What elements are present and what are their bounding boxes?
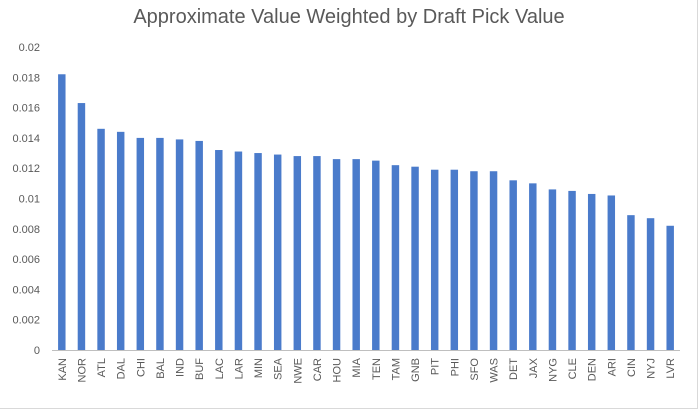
y-tick-label: 0.018 <box>12 72 40 84</box>
bar-det <box>509 180 517 350</box>
bar-den <box>587 193 596 350</box>
bar-was <box>489 171 498 350</box>
x-tick-label: TEN <box>371 358 383 380</box>
x-tick-label: BUF <box>194 358 206 380</box>
x-tick-label: TAM <box>390 358 402 380</box>
x-tick-label: ATL <box>96 358 108 377</box>
x-tick-label: CHI <box>135 358 147 377</box>
y-tick-label: 0.002 <box>12 315 40 327</box>
y-tick-label: 0.008 <box>12 224 40 236</box>
bar-tam <box>391 165 400 350</box>
x-tick-label: LVR <box>665 358 677 379</box>
x-tick-label: MIN <box>253 358 265 378</box>
bar-car <box>313 156 321 350</box>
x-tick-label: NOR <box>76 358 88 383</box>
y-tick-label: 0.004 <box>12 284 40 296</box>
x-tick-label: GNB <box>410 358 422 382</box>
bar-nor <box>77 103 86 350</box>
x-tick-label: IND <box>175 358 187 377</box>
x-tick-label: DET <box>508 358 520 380</box>
x-tick-label: BAL <box>155 358 167 379</box>
x-tick-label: WAS <box>489 358 501 383</box>
bar-sea <box>273 154 282 350</box>
bar-atl <box>97 128 105 350</box>
x-tick-label: KAN <box>57 358 69 381</box>
bar-ind <box>175 139 184 350</box>
bar-nyg <box>548 189 557 350</box>
x-tick-label: JAX <box>528 357 540 378</box>
x-tick-label: NYJ <box>646 358 658 379</box>
bar-cle <box>568 190 576 350</box>
x-tick-label: CLE <box>567 358 579 379</box>
bar-pit <box>430 169 439 350</box>
x-tick-label: HOU <box>332 358 344 383</box>
y-tick-label: 0.016 <box>12 103 40 115</box>
y-tick-label: 0.012 <box>12 163 40 175</box>
y-tick-label: 0.01 <box>19 194 40 206</box>
y-tick-label: 0.02 <box>19 42 40 54</box>
bar-nyj <box>646 218 655 350</box>
x-tick-label: NWE <box>292 358 304 384</box>
bar-lvr <box>666 225 674 350</box>
x-tick-label: CAR <box>312 358 324 381</box>
bar-dal <box>116 131 125 350</box>
bar-lac <box>215 150 223 350</box>
x-tick-label: LAR <box>233 358 245 379</box>
bar-kan <box>58 74 66 351</box>
x-tick-label: LAC <box>214 358 226 379</box>
bar-sfo <box>470 171 478 350</box>
bar-gnb <box>411 166 419 350</box>
x-tick-label: MIA <box>351 357 363 377</box>
x-tick-label: SFO <box>469 358 481 381</box>
x-tick-label: PIT <box>430 358 442 375</box>
bar-chi <box>136 137 145 350</box>
bar-lar <box>234 151 243 350</box>
bar-jax <box>529 183 537 350</box>
x-tick-label: DEN <box>587 358 599 381</box>
y-tick-label: 0 <box>34 345 40 357</box>
bar-ten <box>372 160 380 351</box>
x-tick-label: PHI <box>449 358 461 376</box>
bar-nwe <box>293 156 302 350</box>
x-tick-label: ARI <box>606 358 618 376</box>
chart-title: Approximate Value Weighted by Draft Pick… <box>133 6 565 28</box>
bar-phi <box>450 169 459 350</box>
y-tick-label: 0.014 <box>12 133 40 145</box>
bar-bal <box>156 137 164 350</box>
bar-mia <box>352 159 360 350</box>
x-tick-label: NYG <box>547 358 559 382</box>
bar-ari <box>607 195 616 350</box>
bar-min <box>254 153 262 350</box>
bar-cin <box>627 215 635 350</box>
x-tick-label: SEA <box>273 357 285 380</box>
bar-buf <box>195 140 203 350</box>
x-tick-label: CIN <box>626 358 638 377</box>
bar-hou <box>332 159 341 350</box>
x-tick-label: DAL <box>116 358 128 379</box>
y-tick-label: 0.006 <box>12 254 40 266</box>
